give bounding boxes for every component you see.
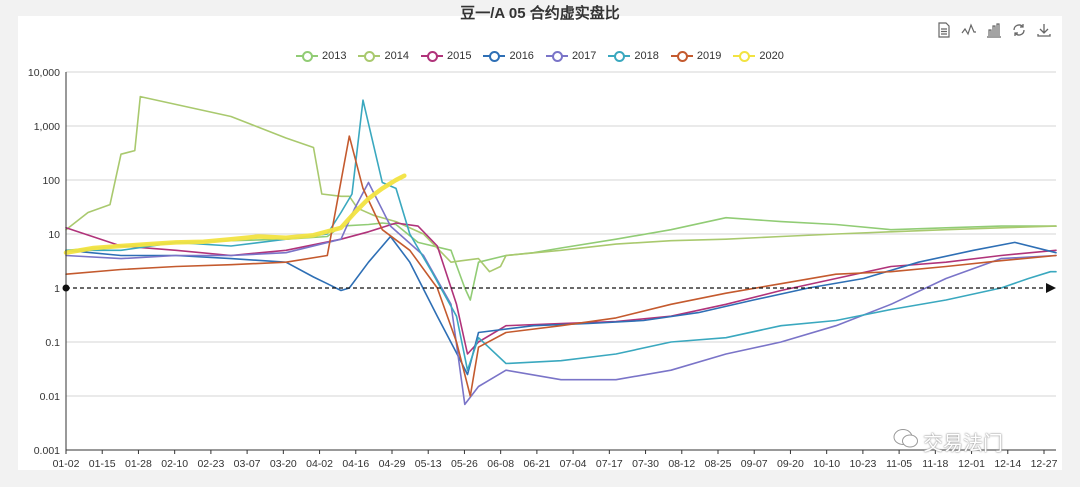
x-tick-label: 11-05: [886, 458, 912, 470]
x-tick-label: 07-30: [632, 458, 659, 470]
legend-marker: [608, 51, 631, 62]
y-tick-label: 100: [42, 175, 60, 187]
x-tick-label: 02-10: [161, 458, 188, 470]
legend-label: 2018: [634, 50, 659, 62]
x-tick-label: 07-17: [596, 458, 623, 470]
x-tick-label: 07-04: [560, 458, 587, 470]
legend: 2013 2014 2015 2016 2017 2018 2019 2020: [296, 50, 796, 62]
grid-layer: [66, 71, 1056, 451]
x-tick-label: 06-21: [523, 458, 550, 470]
data-view-icon[interactable]: [936, 22, 952, 38]
series-line-2018: [65, 99, 1057, 371]
toolbox: [936, 22, 1052, 38]
x-tick-label: 01-02: [53, 458, 80, 470]
x-tick-label: 05-13: [415, 458, 442, 470]
x-tick-label: 09-07: [741, 458, 768, 470]
wechat-icon: [893, 428, 919, 456]
legend-label: 2013: [322, 50, 347, 62]
legend-label: 2015: [446, 50, 472, 62]
x-tick-label: 12-27: [1031, 458, 1058, 470]
x-tick-label: 04-16: [342, 458, 369, 470]
legend-item-2018[interactable]: 2018: [608, 50, 659, 62]
x-tick-label: 01-28: [125, 458, 152, 470]
legend-marker: [733, 51, 756, 62]
legend-label: 2019: [696, 50, 722, 62]
legend-marker: [358, 51, 381, 62]
x-tick-label: 10-23: [849, 458, 876, 470]
legend-marker: [670, 51, 693, 62]
bar-switch-icon[interactable]: [986, 22, 1002, 38]
legend-label: 2020: [759, 50, 784, 62]
series-line-2016: [65, 235, 1057, 376]
series-layer: [63, 95, 1057, 406]
reference-line-arrow: [1046, 283, 1056, 293]
x-tick-label: 10-10: [813, 458, 840, 470]
series-line-2020: [63, 173, 407, 255]
chart-title: 豆一/A 05 合约虚实盘比: [460, 5, 620, 22]
x-tick-label: 02-23: [197, 458, 224, 470]
line-switch-icon[interactable]: [961, 22, 977, 38]
watermark-logo: 交易法门: [893, 427, 1003, 456]
legend-item-2016[interactable]: 2016: [483, 50, 534, 62]
x-tick-label: 03-20: [270, 458, 297, 470]
x-tick-label: 12-14: [994, 458, 1021, 470]
legend-label: 2017: [571, 50, 597, 62]
y-tick-label: 0.01: [40, 391, 61, 403]
y-tick-label: 1,000: [34, 121, 60, 133]
legend-marker: [296, 51, 318, 62]
y-tick-label: 0.1: [45, 337, 60, 349]
x-tick-label: 06-08: [487, 458, 514, 470]
x-tick-label: 11-18: [922, 458, 948, 470]
y-tick-label: 10: [48, 229, 60, 241]
series-line-2015: [65, 222, 1057, 355]
x-tick-label: 12-01: [958, 458, 985, 470]
legend-item-2014[interactable]: 2014: [358, 50, 409, 62]
legend-item-2019[interactable]: 2019: [670, 50, 722, 62]
legend-label: 2014: [384, 50, 409, 62]
y-tick-label: 10,000: [28, 67, 60, 79]
legend-marker: [420, 51, 443, 62]
series-line-2017: [65, 181, 1057, 406]
download-icon[interactable]: [1036, 22, 1052, 38]
legend-marker: [545, 51, 568, 62]
legend-item-2013[interactable]: 2013: [296, 50, 346, 62]
legend-marker: [483, 51, 506, 62]
x-tick-label: 09-20: [777, 458, 804, 470]
watermark-brand: 交易法门: [923, 433, 1003, 455]
y-tick-label: 0.001: [34, 445, 60, 457]
legend-item-2015[interactable]: 2015: [420, 50, 472, 62]
legend-label: 2016: [509, 50, 534, 62]
restore-icon[interactable]: [1011, 22, 1027, 38]
reference-line-start: [62, 284, 70, 292]
x-tick-label: 04-02: [306, 458, 333, 470]
x-tick-label: 08-12: [668, 458, 695, 470]
legend-item-2017[interactable]: 2017: [545, 50, 597, 62]
legend-item-2020[interactable]: 2020: [733, 50, 784, 62]
x-tick-label: 03-07: [234, 458, 261, 470]
x-tick-label: 01-15: [89, 458, 116, 470]
y-tick-label: 1: [54, 283, 60, 295]
series-line-2019: [65, 135, 1057, 397]
x-tick-label: 04-29: [379, 458, 406, 470]
x-tick-label: 05-26: [451, 458, 478, 470]
x-tick-label: 08-25: [705, 458, 732, 470]
